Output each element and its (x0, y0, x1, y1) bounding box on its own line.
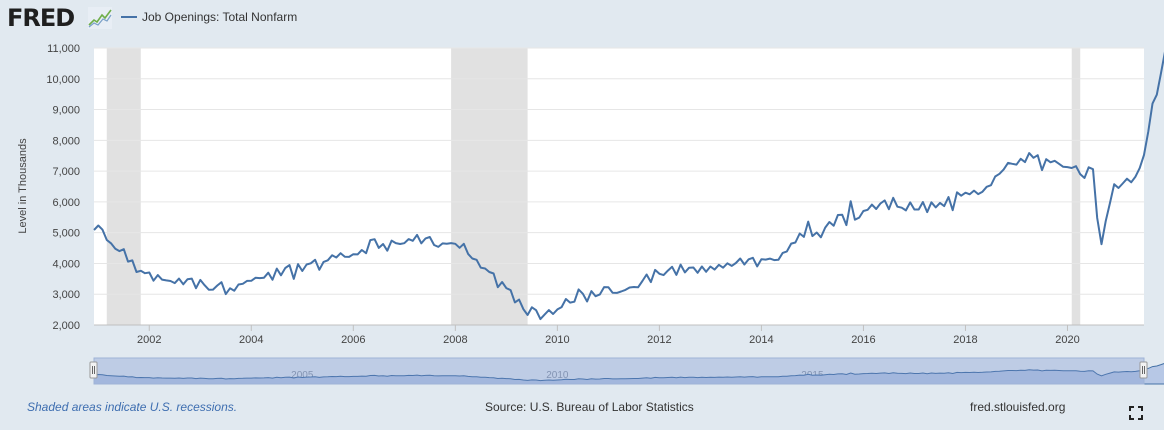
series-line-1 (93, 51, 1164, 321)
recession-band-1 (106, 48, 141, 325)
gridlines (94, 47, 1144, 326)
recession-band-3 (1071, 48, 1081, 325)
y-tick-label: 4,000 (52, 258, 80, 270)
navigator-selection[interactable] (93, 357, 1145, 385)
navigator-year-label: 2010 (546, 370, 569, 381)
recession-band-2 (451, 48, 528, 325)
y-axis-title: Level in Thousands (17, 138, 29, 234)
x-tick-label: 2010 (545, 334, 569, 346)
x-tick-label: 2006 (341, 334, 365, 346)
sparkline-icon (88, 7, 112, 29)
site-link[interactable]: fred.stlouisfed.org (970, 400, 1066, 414)
y-tick-label: 8,000 (52, 135, 80, 147)
plot-background (94, 48, 1144, 325)
navigator-left-handle[interactable] (89, 361, 98, 379)
y-tick-label: 5,000 (52, 228, 80, 240)
x-tick-label: 2020 (1055, 334, 1079, 346)
source-label: Source: U.S. Bureau of Labor Statistics (485, 400, 694, 414)
y-tick-label: 11,000 (47, 43, 80, 55)
x-tick-label: 2008 (443, 334, 467, 346)
navigator-area (93, 363, 1164, 385)
x-tick-label: 2018 (953, 334, 977, 346)
chart-legend: Job Openings: Total Nonfarm (121, 10, 297, 24)
x-tick-label: 2014 (749, 334, 773, 346)
navigator-right-handle[interactable] (1139, 361, 1148, 379)
range-navigator[interactable]: 2005201020152020 (89, 357, 1164, 385)
fullscreen-icon[interactable] (1129, 406, 1143, 420)
x-axis-ticks: 2002 2004 2006 2008 2010 2012 2014 2016 2018 2020 (137, 325, 1080, 346)
series-layer (93, 51, 1164, 321)
legend-series-name: Job Openings: Total Nonfarm (142, 10, 298, 24)
y-tick-label: 6,000 (52, 197, 80, 209)
x-tick-label: 2016 (851, 334, 875, 346)
recession-shading (106, 48, 1081, 325)
y-tick-label: 9,000 (52, 105, 80, 117)
chart-header: FRED Job Openings: Total Nonfarm (0, 0, 1164, 40)
x-tick-label: 2004 (239, 334, 263, 346)
x-tick-label: 2002 (137, 334, 161, 346)
recession-note: Shaded areas indicate U.S. recessions. (27, 400, 238, 414)
fred-logo[interactable]: FRED (7, 4, 75, 32)
y-tick-label: 3,000 (52, 289, 80, 301)
legend-swatch (121, 16, 137, 18)
y-tick-label: 2,000 (52, 320, 80, 332)
navigator-year-label: 2005 (291, 370, 314, 381)
y-tick-label: 7,000 (52, 166, 80, 178)
y-tick-label: 10,000 (46, 74, 80, 86)
x-tick-label: 2012 (647, 334, 671, 346)
y-axis-ticks: 2,000 3,000 4,000 5,000 6,000 7,000 8,000 9,000… (46, 43, 80, 332)
